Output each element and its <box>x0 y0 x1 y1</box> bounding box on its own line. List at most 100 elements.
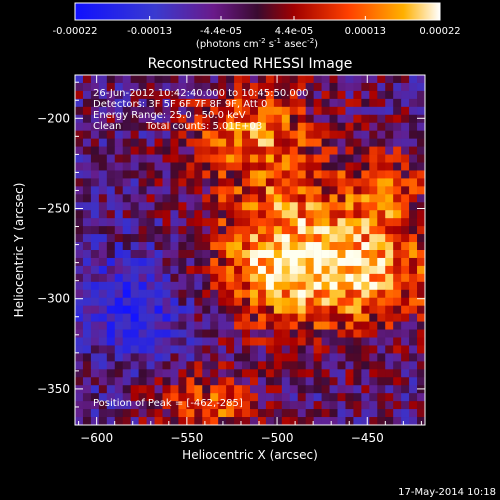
heatmap-cell <box>130 186 139 195</box>
heatmap-cell <box>138 377 147 386</box>
heatmap-cell <box>75 329 84 338</box>
heatmap-cell <box>401 353 410 362</box>
heatmap-cell <box>385 353 394 362</box>
heatmap-cell <box>138 242 147 251</box>
heatmap-cell <box>361 130 370 139</box>
heatmap-cell <box>345 289 354 299</box>
plot-area: −600 −550 −500 −450−350−300−250−200 <box>37 74 426 445</box>
heatmap-cell <box>218 417 227 426</box>
heatmap-cell <box>138 90 147 100</box>
heatmap-cell <box>202 226 211 235</box>
heatmap-cell <box>321 242 330 251</box>
heatmap-cell <box>361 162 370 171</box>
heatmap-cell <box>146 130 155 139</box>
heatmap-cell <box>114 353 124 362</box>
heatmap-cell <box>234 313 243 322</box>
heatmap-cell <box>313 329 322 338</box>
heatmap-cell <box>329 409 338 418</box>
heatmap-cell <box>281 202 291 211</box>
heatmap-cell <box>218 242 227 251</box>
heatmap-cell <box>122 337 131 346</box>
heatmap-cell <box>345 82 354 92</box>
heatmap-cell <box>361 250 370 259</box>
heatmap-cell <box>385 106 394 116</box>
heatmap-cell <box>75 178 84 187</box>
heatmap-cell <box>114 385 124 394</box>
heatmap-cell <box>75 273 84 283</box>
heatmap-cell <box>194 90 203 100</box>
heatmap-cell <box>329 75 338 84</box>
heatmap-cell <box>218 218 227 227</box>
heatmap-cell <box>130 337 139 346</box>
heatmap-cell <box>313 242 322 251</box>
heatmap-cell <box>122 305 131 314</box>
heatmap-cell <box>210 353 219 362</box>
heatmap-cell <box>114 297 124 306</box>
heatmap-cell <box>401 305 410 314</box>
heatmap-cell <box>234 234 243 243</box>
heatmap-cell <box>250 98 259 108</box>
heatmap-cell <box>178 329 187 338</box>
heatmap-cell <box>417 401 426 410</box>
heatmap-cell <box>210 234 219 243</box>
heatmap-cell <box>75 162 84 171</box>
heatmap-cell <box>210 82 219 92</box>
heatmap-cell <box>98 210 108 219</box>
heatmap-cell <box>226 234 235 243</box>
heatmap-cell <box>361 393 370 402</box>
heatmap-cell <box>361 82 370 92</box>
heatmap-cell <box>401 377 410 386</box>
heatmap-cell <box>369 194 378 203</box>
heatmap-cell <box>353 250 362 259</box>
heatmap-cell <box>138 122 147 131</box>
heatmap-cell <box>178 369 187 378</box>
heatmap-cell <box>401 154 410 163</box>
heatmap-cell <box>234 114 243 124</box>
heatmap-cell <box>281 401 291 410</box>
heatmap-cell <box>75 281 84 291</box>
heatmap-cell <box>369 146 378 155</box>
heatmap-cell <box>106 409 116 418</box>
heatmap-cell <box>82 385 92 394</box>
heatmap-cell <box>377 393 386 402</box>
heatmap-cell <box>186 202 195 211</box>
heatmap-cell <box>281 82 291 92</box>
heatmap-cell <box>337 305 346 314</box>
heatmap-cell <box>234 106 243 116</box>
heatmap-cell <box>265 130 275 139</box>
heatmap-cell <box>114 250 124 259</box>
heatmap-cell <box>90 138 100 147</box>
heatmap-cell <box>82 186 92 195</box>
heatmap-cell <box>250 146 259 155</box>
heatmap-cell <box>305 106 314 116</box>
heatmap-cell <box>369 361 378 370</box>
heatmap-cell <box>138 130 147 139</box>
heatmap-cell <box>281 361 291 370</box>
heatmap-cell <box>226 75 235 84</box>
heatmap-cell <box>377 226 386 235</box>
heatmap-cell <box>210 257 219 267</box>
heatmap-cell <box>226 114 235 124</box>
heatmap-cell <box>234 409 243 418</box>
heatmap-cell <box>393 393 402 402</box>
heatmap-cell <box>82 369 92 378</box>
heatmap-cell <box>154 202 163 211</box>
heatmap-cell <box>297 329 306 338</box>
heatmap-cell <box>329 202 338 211</box>
heatmap-cell <box>313 226 322 235</box>
heatmap-cell <box>401 114 410 124</box>
heatmap-cell <box>353 122 362 131</box>
heatmap-cell <box>138 401 147 410</box>
heatmap-cell <box>122 361 131 370</box>
heatmap-cell <box>194 98 203 108</box>
heatmap-cell <box>202 409 211 418</box>
heatmap-cell <box>114 242 124 251</box>
heatmap-cell <box>369 75 378 84</box>
heatmap-cell <box>75 234 84 243</box>
heatmap-cell <box>202 210 211 219</box>
heatmap-cell <box>265 226 275 235</box>
heatmap-cell <box>82 202 92 211</box>
heatmap-cell <box>170 138 179 147</box>
heatmap-cell <box>281 345 291 354</box>
heatmap-cell <box>281 242 291 251</box>
